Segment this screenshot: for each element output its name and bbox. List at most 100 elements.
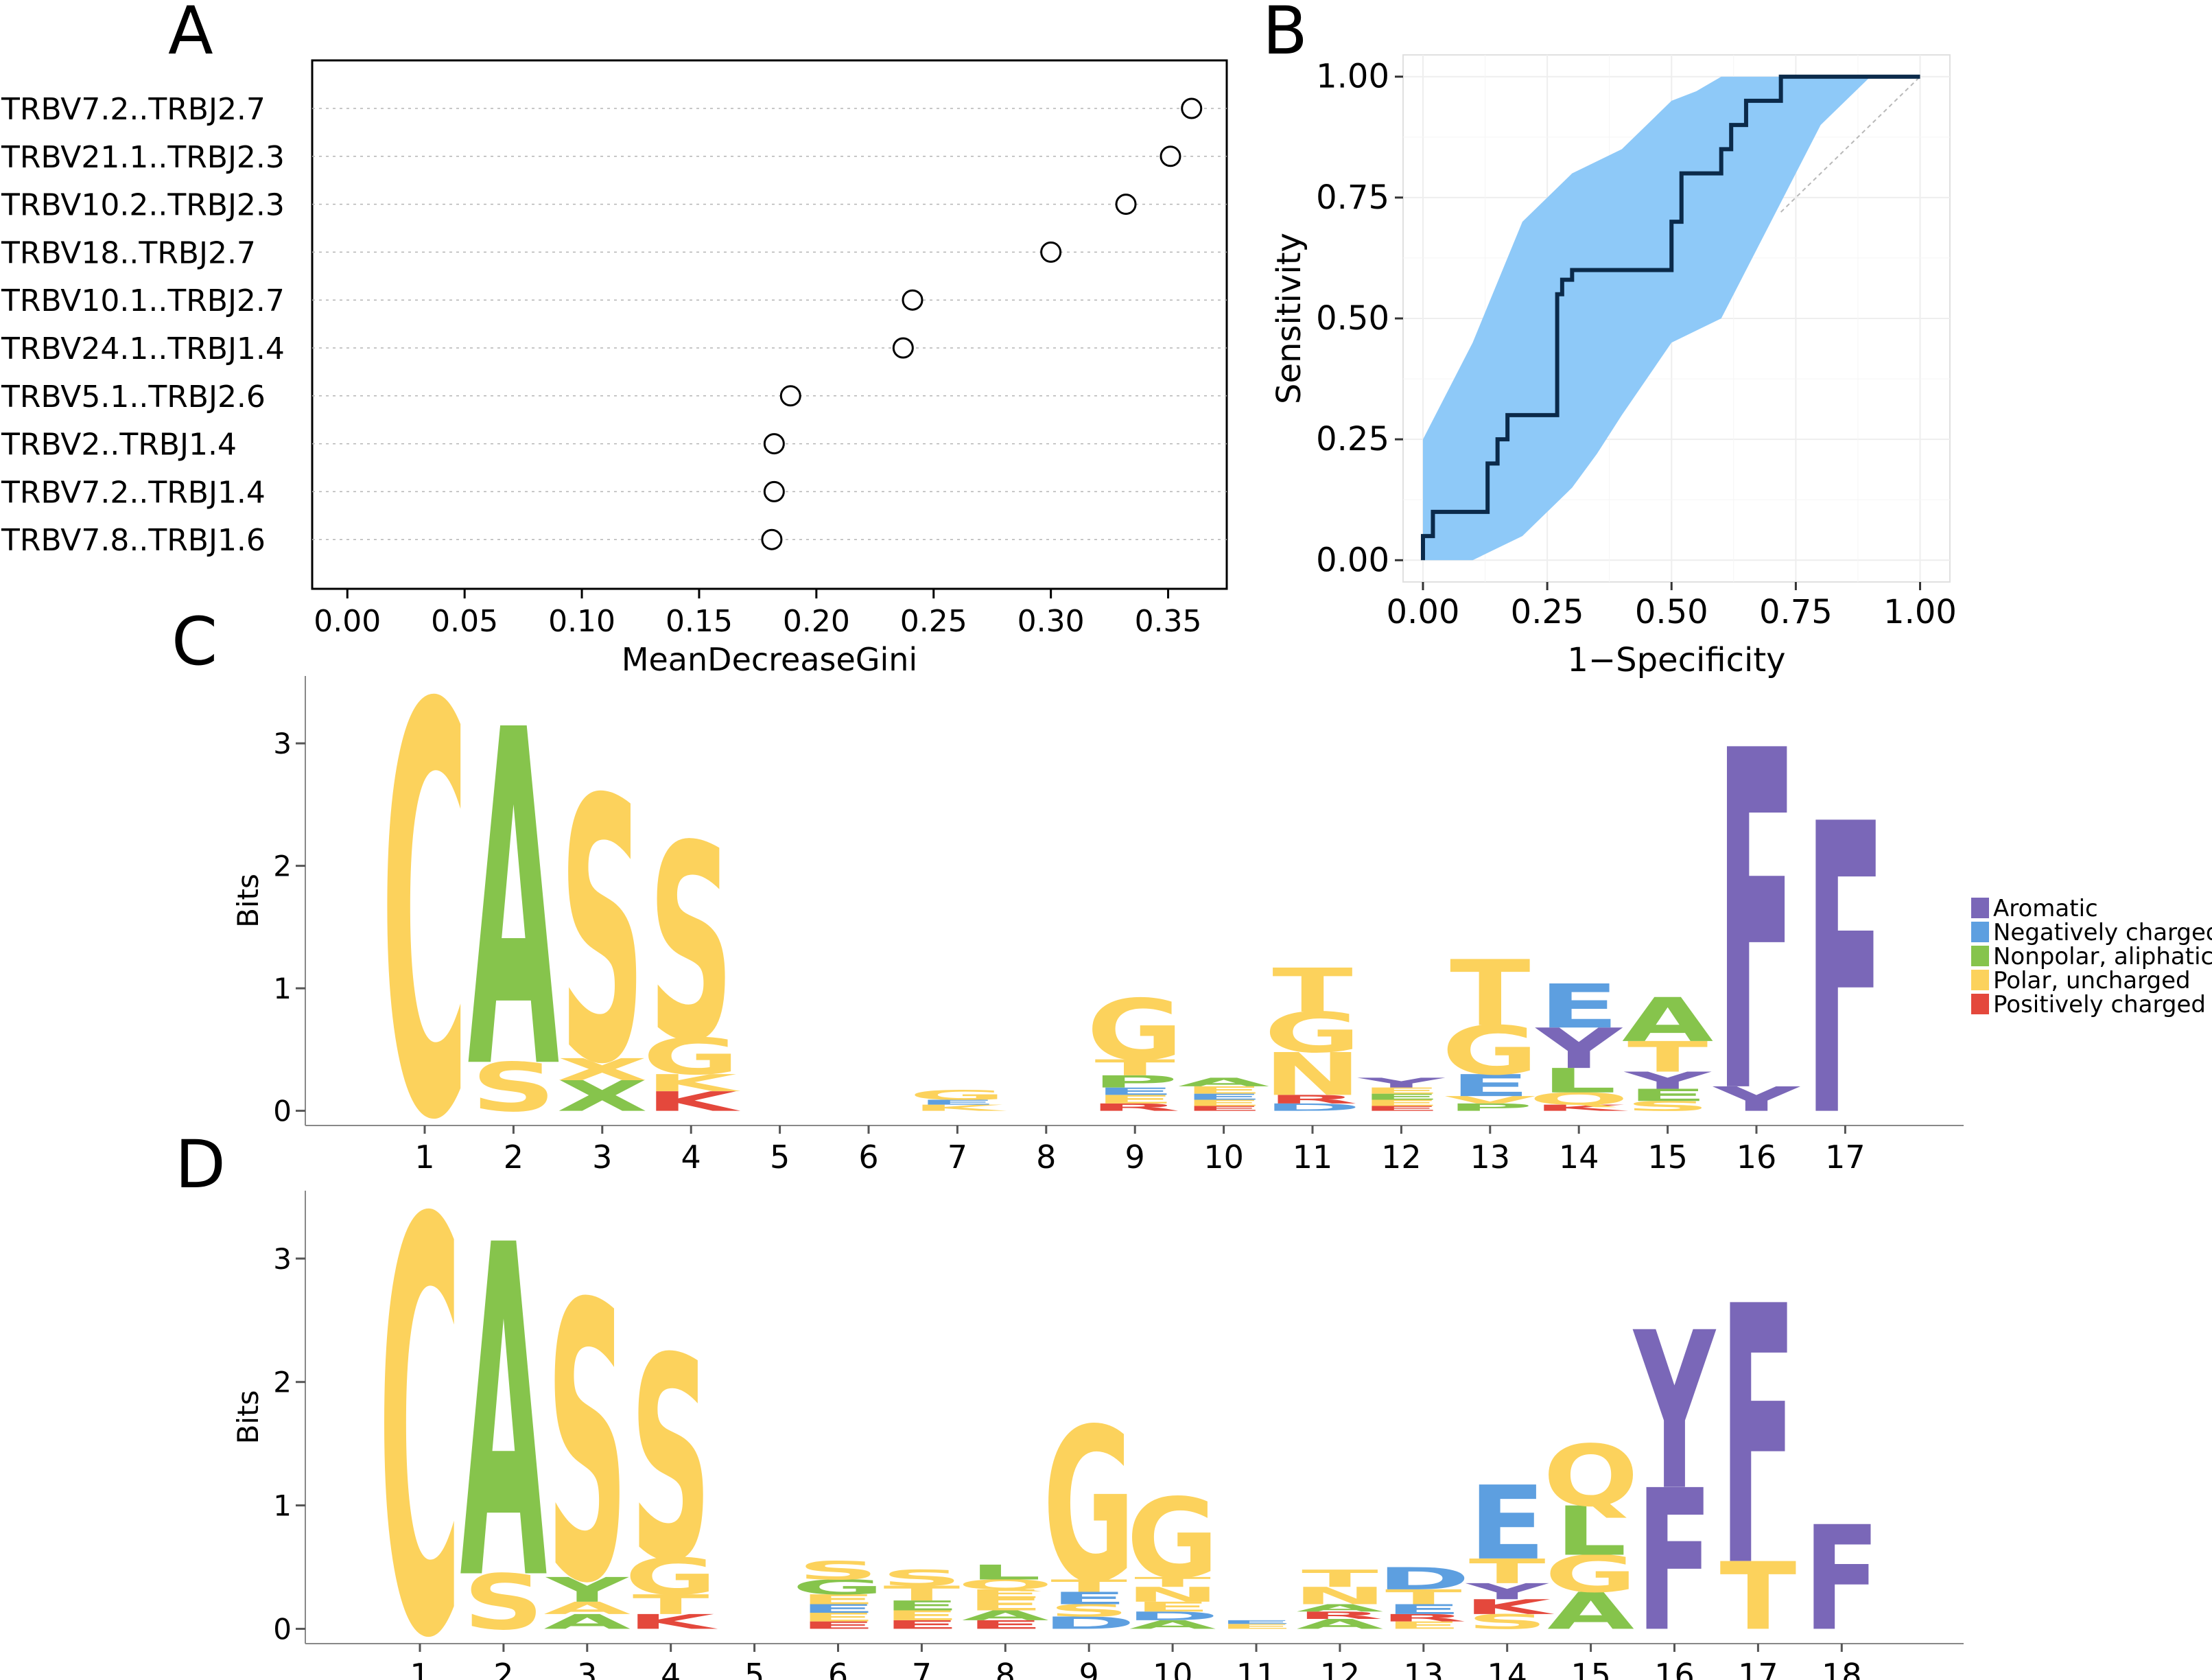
panel-c-logo-letter: Y <box>1356 1075 1445 1090</box>
panel-c-logo-letter: S <box>471 1049 556 1128</box>
panel-d-logo-letter: E <box>800 1611 877 1624</box>
panel-a-category-label: TRBV24.1..TRBJ1.4 <box>1 331 285 366</box>
panel-c-x-tick-label: 11 <box>1293 1139 1333 1176</box>
legend-swatch <box>1971 922 1989 942</box>
panel-d-logo-letter: T <box>1050 1576 1127 1596</box>
panel-a-category-label: TRBV7.2..TRBJ2.7 <box>1 92 266 127</box>
panel-d-y-axis-label: Bits <box>231 1390 265 1445</box>
panel-c-logo-letter: K <box>645 1070 740 1097</box>
panel-c-logo-letter: G <box>1264 1001 1361 1065</box>
panel-d-label: D <box>175 1126 226 1203</box>
panel-a-point <box>892 337 914 359</box>
panel-c-x-tick-label: 10 <box>1203 1139 1244 1176</box>
panel-c-logo-letter: T <box>1627 1033 1708 1082</box>
legend-swatch <box>1971 970 1989 990</box>
panel-b-y-tick-label: 0.50 <box>1316 299 1389 338</box>
panel-d-logo-letter: E <box>883 1618 960 1632</box>
panel-d-logo-letter: N <box>1126 1583 1220 1606</box>
panel-d-x-tick-label: 7 <box>912 1657 932 1680</box>
panel-d-logo-letter: G <box>792 1576 884 1599</box>
panel-a-category-label: TRBV10.2..TRBJ2.3 <box>1 188 285 223</box>
panel-a-category-label: TRBV5.1..TRBJ2.6 <box>1 380 266 415</box>
panel-c-y-tick-label: 1 <box>273 972 292 1005</box>
panel-d-logo-letter: A <box>1296 1602 1383 1614</box>
panel-d-logo-letter: E <box>883 1608 960 1624</box>
panel-d-logo-letter: A <box>543 1610 631 1633</box>
panel-b-x-tick-label: 0.00 <box>1387 593 1460 631</box>
panel-c-logo-letter: X <box>556 1072 648 1121</box>
panel-c-x-tick-label: 14 <box>1559 1139 1599 1176</box>
panel-d-x-tick-label: 14 <box>1487 1657 1527 1680</box>
panel-a-x-tick-label: 0.35 <box>1135 604 1202 639</box>
panel-c-logo-letter: E <box>1538 972 1619 1042</box>
panel-d-logo-letter: C <box>379 1104 461 1680</box>
panel-d-x-tick-label: 3 <box>577 1657 597 1680</box>
panel-d-logo-letter: R <box>1297 1609 1383 1621</box>
panel-c-logo-letter: E <box>1450 1068 1531 1103</box>
panel-d-logo-letter: A <box>962 1608 1049 1624</box>
panel-d-x-tick-label: 16 <box>1654 1657 1695 1680</box>
panel-c-logo-letter: G <box>1442 1012 1538 1090</box>
panel-c-y-tick-label: 2 <box>273 850 292 883</box>
panel-c-logo-letter: G <box>909 1087 1006 1103</box>
panel-c-logo-letter: E <box>1361 1098 1442 1108</box>
panel-d-y-tick-label: 0 <box>273 1612 292 1646</box>
panel-d-x-tick-label: 11 <box>1236 1657 1277 1680</box>
panel-c-x-tick-label: 13 <box>1470 1139 1511 1176</box>
panel-a-x-tick-label: 0.25 <box>900 604 967 639</box>
panel-d-logo-letter: Q <box>1543 1427 1638 1526</box>
panel-a-category-label: TRBV2..TRBJ1.4 <box>1 428 237 463</box>
panel-c-label: C <box>172 603 217 680</box>
panel-c-logo-letter: K <box>912 1103 1008 1112</box>
panel-c-logo-letter: E <box>1361 1086 1442 1095</box>
panel-c-x-tick-label: 6 <box>858 1139 878 1176</box>
panel-d-x-tick-label: 18 <box>1822 1657 1862 1680</box>
panel-d-logo-letter: T <box>1134 1574 1211 1590</box>
panel-d-x-tick-label: 15 <box>1570 1657 1611 1680</box>
panel-c-logo-letter: F <box>1805 741 1886 1206</box>
panel-d-logo-letter: N <box>1293 1582 1387 1609</box>
panel-c-logo-letter: A <box>1622 985 1713 1055</box>
panel-c-logo-letter: N <box>1263 1041 1362 1109</box>
legend-label: Polar, uncharged <box>1993 967 2191 994</box>
panel-c-logo-letter: Y <box>1712 1080 1800 1119</box>
panel-d-logo-letter: R <box>1380 1612 1467 1624</box>
panel-c-logo-letter: X <box>556 1052 648 1087</box>
panel-a-category-label: TRBV10.1..TRBJ2.7 <box>1 283 285 318</box>
legend-label: Positively charged <box>1993 991 2206 1018</box>
panel-d-logo-letter: S <box>547 1225 628 1667</box>
panel-d-logo-letter: T <box>884 1582 961 1605</box>
panel-c-x-tick-label: 12 <box>1381 1139 1422 1176</box>
panel-c-logo-letter: E <box>1184 1084 1264 1096</box>
panel-c-logo-letter: E <box>1184 1098 1264 1108</box>
panel-c-logo-letter: K <box>1533 1103 1629 1112</box>
panel-d-logo-letter: E <box>1385 1602 1462 1618</box>
panel-d-logo-letter: D <box>1377 1561 1470 1596</box>
panel-d-logo-letter: E <box>1218 1622 1295 1630</box>
panel-c-logo-letter: P <box>1092 1072 1178 1091</box>
panel-c-logo-letter: E <box>1184 1092 1264 1101</box>
panel-d-logo-letter: E <box>1218 1619 1295 1625</box>
legend-label: Negatively charged <box>1993 919 2212 946</box>
panel-c-y-tick-label: 0 <box>273 1095 292 1128</box>
panel-a-point <box>1115 194 1137 215</box>
panel-a-dot-chart: TRBV7.2..TRBJ2.7 TRBV21.1..TRBJ2.3 TRBV10.… <box>1 59 1228 678</box>
panel-c-logo-letter: G <box>1087 982 1184 1080</box>
panel-c-x-tick-label: 2 <box>504 1139 523 1176</box>
panel-d-logo-letter: A <box>460 1150 548 1680</box>
panel-d-x-tick-label: 9 <box>1079 1657 1099 1680</box>
panel-b-y-tick-label: 0.75 <box>1316 178 1389 217</box>
panel-c-logo-letter: F <box>1716 653 1797 1196</box>
panel-a-point <box>763 480 785 502</box>
panel-c-x-tick-label: 9 <box>1125 1139 1145 1176</box>
panel-a-point <box>761 528 783 550</box>
panel-c-x-tick-label: 15 <box>1647 1139 1688 1176</box>
panel-c-logo-letter: E <box>1184 1105 1264 1112</box>
panel-d-logo-letter: E <box>967 1618 1044 1632</box>
panel-c-logo-letter: K <box>645 1086 740 1117</box>
panel-a-x-axis-label: MeanDecreaseGini <box>622 641 917 678</box>
